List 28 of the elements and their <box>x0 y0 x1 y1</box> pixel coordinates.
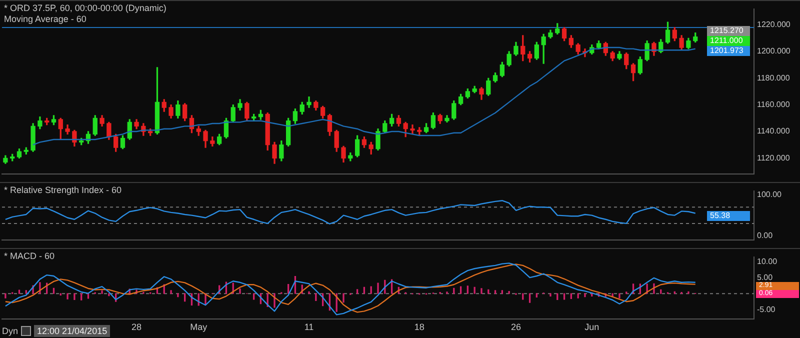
x-tick-label: 11 <box>304 322 314 332</box>
candlestick <box>306 96 312 108</box>
chart-title: * MACD - 60 <box>4 251 55 262</box>
y-tick-label: 1200.000 <box>757 46 791 56</box>
annotation: 1211.000 <box>707 36 750 46</box>
y-tick-label: 1160.000 <box>757 100 790 110</box>
y-tick-label: 1120.000 <box>757 153 790 162</box>
chart-title: * Relative Strength Index - 60 <box>4 185 122 196</box>
annotation: 55.38 <box>707 211 750 221</box>
annotation: 1215.270 <box>707 26 750 36</box>
y-tick-label: 10.00 <box>757 256 778 266</box>
y-tick-label: 5.00 <box>757 272 774 282</box>
text: 12:00 21/04/2015 <box>34 325 110 337</box>
x-tick-label: 26 <box>510 322 521 332</box>
y-tick-label: -5.00 <box>757 304 776 314</box>
text: Dyn <box>2 326 18 336</box>
y-tick-label: 100.00 <box>757 190 782 200</box>
x-tick-label: May <box>190 322 208 332</box>
x-tick-label: 28 <box>132 322 142 332</box>
y-tick-label: 0.00 <box>757 230 774 240</box>
chart-title: * ORD 37.5P, 60, 00:00-00:00 (Dynamic) <box>4 3 166 14</box>
y-tick-label: 1140.000 <box>757 126 790 136</box>
y-tick-label: 1180.000 <box>757 73 790 82</box>
x-tick-label: 18 <box>414 322 424 332</box>
y-tick-label: 1220.000 <box>757 20 791 30</box>
text: Moving Average - 60 <box>4 14 88 25</box>
annotation: 1201.973 <box>707 46 750 56</box>
x-tick-label: Jun <box>584 322 600 332</box>
